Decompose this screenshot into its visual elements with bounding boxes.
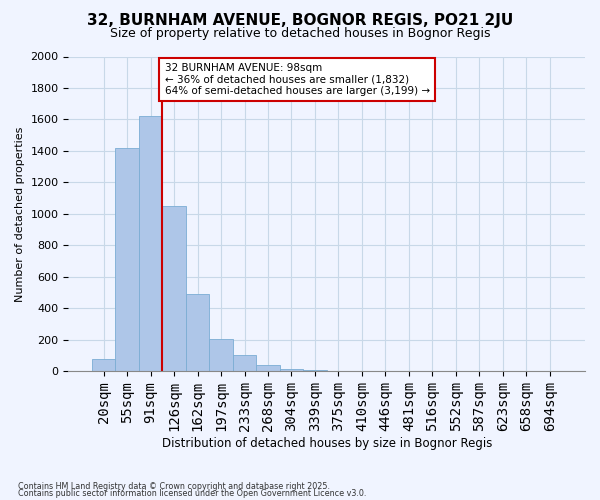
X-axis label: Distribution of detached houses by size in Bognor Regis: Distribution of detached houses by size … [161, 437, 492, 450]
Bar [115, 148, 139, 372]
Bar [186, 294, 209, 372]
Bar [209, 339, 233, 372]
Bar [280, 369, 303, 372]
Text: 32, BURNHAM AVENUE, BOGNOR REGIS, PO21 2JU: 32, BURNHAM AVENUE, BOGNOR REGIS, PO21 2… [87, 12, 513, 28]
Bar [139, 116, 163, 372]
Text: Contains HM Land Registry data © Crown copyright and database right 2025.: Contains HM Land Registry data © Crown c… [18, 482, 330, 491]
Bar [303, 370, 327, 372]
Text: Contains public sector information licensed under the Open Government Licence v3: Contains public sector information licen… [18, 489, 367, 498]
Bar [163, 206, 186, 372]
Text: 32 BURNHAM AVENUE: 98sqm
← 36% of detached houses are smaller (1,832)
64% of sem: 32 BURNHAM AVENUE: 98sqm ← 36% of detach… [164, 63, 430, 96]
Bar [92, 359, 115, 372]
Y-axis label: Number of detached properties: Number of detached properties [15, 126, 25, 302]
Text: Size of property relative to detached houses in Bognor Regis: Size of property relative to detached ho… [110, 28, 490, 40]
Bar [256, 365, 280, 372]
Bar [233, 355, 256, 372]
